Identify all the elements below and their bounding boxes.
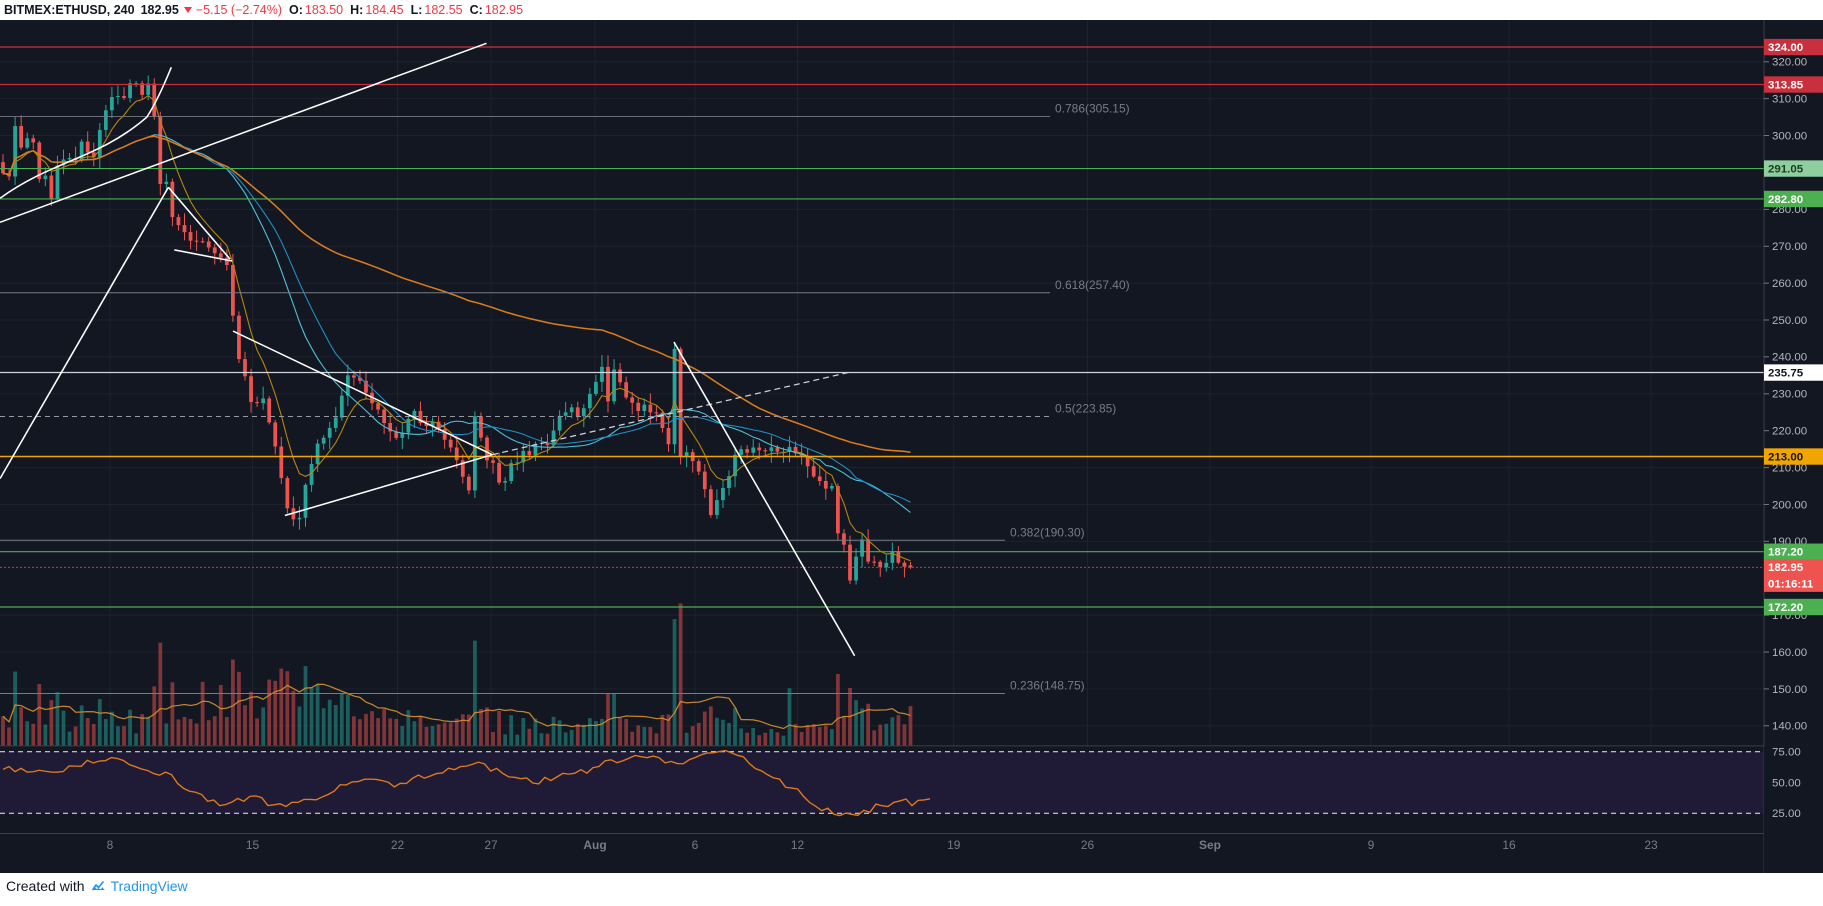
- svg-text:310.00: 310.00: [1772, 94, 1807, 106]
- svg-text:9: 9: [1368, 839, 1375, 852]
- svg-text:27: 27: [484, 839, 497, 852]
- svg-text:0.5(223.85): 0.5(223.85): [1055, 403, 1116, 416]
- svg-text:01:16:11: 01:16:11: [1768, 579, 1813, 591]
- svg-text:Aug: Aug: [583, 839, 606, 852]
- svg-text:0.786(305.15): 0.786(305.15): [1055, 103, 1130, 116]
- svg-text:260.00: 260.00: [1772, 278, 1807, 290]
- svg-text:320.00: 320.00: [1772, 57, 1807, 69]
- svg-text:172.20: 172.20: [1768, 602, 1803, 614]
- svg-text:15: 15: [246, 839, 260, 852]
- svg-text:0.236(148.75): 0.236(148.75): [1010, 680, 1085, 693]
- svg-text:0.618(257.40): 0.618(257.40): [1055, 279, 1130, 292]
- svg-text:0.382(190.30): 0.382(190.30): [1010, 527, 1085, 540]
- svg-text:12: 12: [791, 839, 804, 852]
- svg-text:200.00: 200.00: [1772, 499, 1807, 511]
- svg-text:240.00: 240.00: [1772, 352, 1807, 364]
- svg-text:324.00: 324.00: [1768, 42, 1803, 54]
- svg-text:19: 19: [947, 839, 960, 852]
- svg-text:Sep: Sep: [1199, 839, 1221, 852]
- svg-text:235.75: 235.75: [1768, 368, 1803, 380]
- svg-text:25.00: 25.00: [1772, 808, 1801, 820]
- svg-text:230.00: 230.00: [1772, 389, 1807, 401]
- svg-text:250.00: 250.00: [1772, 315, 1807, 327]
- svg-text:187.20: 187.20: [1768, 547, 1803, 559]
- svg-text:282.80: 282.80: [1768, 194, 1803, 206]
- svg-text:140.00: 140.00: [1772, 721, 1807, 733]
- svg-text:213.00: 213.00: [1768, 452, 1803, 464]
- svg-text:8: 8: [107, 839, 114, 852]
- svg-text:160.00: 160.00: [1772, 647, 1807, 659]
- svg-text:313.85: 313.85: [1768, 80, 1803, 92]
- svg-text:291.05: 291.05: [1768, 164, 1803, 176]
- svg-text:300.00: 300.00: [1772, 131, 1807, 143]
- svg-text:75.00: 75.00: [1772, 747, 1801, 759]
- svg-text:16: 16: [1502, 839, 1516, 852]
- svg-text:220.00: 220.00: [1772, 426, 1807, 438]
- svg-text:26: 26: [1081, 839, 1095, 852]
- svg-text:22: 22: [391, 839, 404, 852]
- svg-text:182.95: 182.95: [1768, 562, 1803, 574]
- svg-text:150.00: 150.00: [1772, 684, 1807, 696]
- svg-text:270.00: 270.00: [1772, 241, 1807, 253]
- svg-text:50.00: 50.00: [1772, 778, 1801, 790]
- svg-text:6: 6: [692, 839, 699, 852]
- svg-text:23: 23: [1644, 839, 1658, 852]
